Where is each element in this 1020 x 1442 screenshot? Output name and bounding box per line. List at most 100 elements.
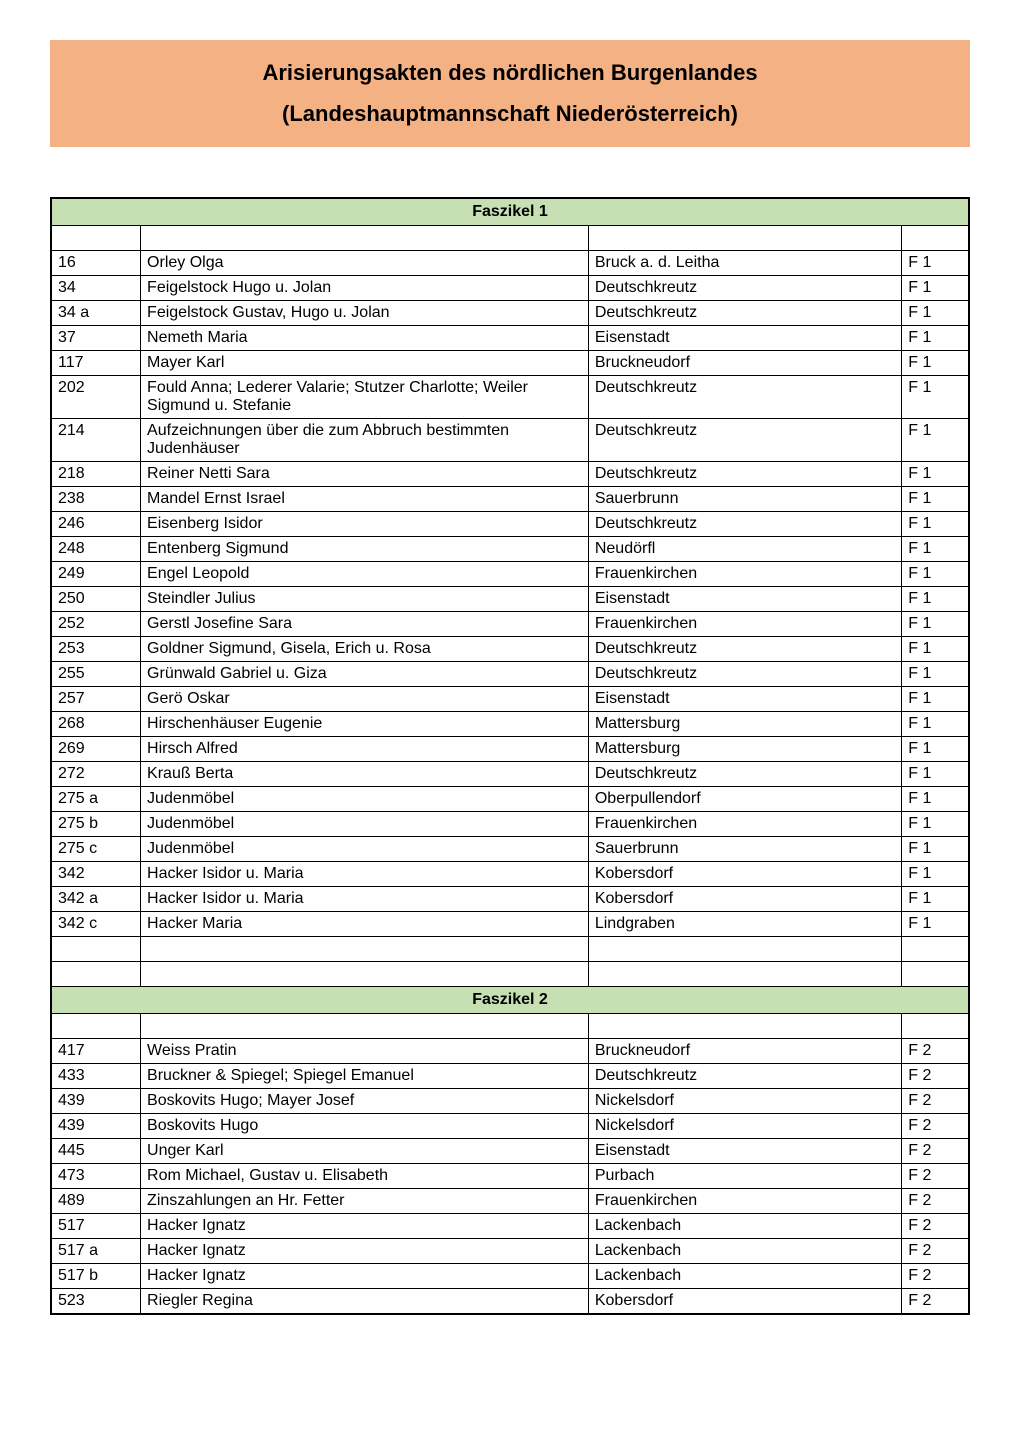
- cell-name: Grünwald Gabriel u. Giza: [141, 662, 589, 687]
- cell-ref: F 1: [902, 737, 969, 762]
- cell-id: 255: [51, 662, 141, 687]
- cell-location: Deutschkreutz: [588, 376, 901, 419]
- cell-ref: F 1: [902, 487, 969, 512]
- empty-cell: [902, 226, 969, 251]
- cell-name: Hacker Ignatz: [141, 1264, 589, 1289]
- table-row: 117Mayer KarlBruckneudorfF 1: [51, 351, 969, 376]
- table-row: 246Eisenberg IsidorDeutschkreutzF 1: [51, 512, 969, 537]
- cell-ref: F 1: [902, 351, 969, 376]
- table-row: [51, 937, 969, 962]
- cell-id: 268: [51, 712, 141, 737]
- empty-cell: [902, 1014, 969, 1039]
- table-row: 342 aHacker Isidor u. MariaKobersdorfF 1: [51, 887, 969, 912]
- records-table: Faszikel 1 16Orley OlgaBruck a. d. Leith…: [50, 197, 970, 1315]
- cell-name: Steindler Julius: [141, 587, 589, 612]
- cell-ref: F 1: [902, 887, 969, 912]
- cell-location: Kobersdorf: [588, 862, 901, 887]
- cell-ref: [902, 962, 969, 987]
- cell-id: 523: [51, 1289, 141, 1315]
- cell-ref: F 1: [902, 562, 969, 587]
- cell-location: Mattersburg: [588, 712, 901, 737]
- empty-cell: [588, 226, 901, 251]
- cell-name: Boskovits Hugo: [141, 1114, 589, 1139]
- cell-id: 275 c: [51, 837, 141, 862]
- empty-cell: [51, 1014, 141, 1039]
- cell-id: 214: [51, 419, 141, 462]
- cell-ref: F 1: [902, 837, 969, 862]
- section-title: Faszikel 1: [51, 198, 969, 226]
- header-title: Arisierungsakten des nördlichen Burgenla…: [70, 60, 950, 86]
- table-row: 342Hacker Isidor u. MariaKobersdorfF 1: [51, 862, 969, 887]
- cell-name: Feigelstock Hugo u. Jolan: [141, 276, 589, 301]
- cell-name: Mayer Karl: [141, 351, 589, 376]
- cell-location: Bruckneudorf: [588, 1039, 901, 1064]
- cell-location: Eisenstadt: [588, 687, 901, 712]
- cell-id: 517 b: [51, 1264, 141, 1289]
- cell-name: Orley Olga: [141, 251, 589, 276]
- table-row: 218Reiner Netti SaraDeutschkreutzF 1: [51, 462, 969, 487]
- cell-location: Eisenstadt: [588, 326, 901, 351]
- cell-location: Deutschkreutz: [588, 762, 901, 787]
- cell-ref: F 1: [902, 419, 969, 462]
- table-row: 253Goldner Sigmund, Gisela, Erich u. Ros…: [51, 637, 969, 662]
- table-row: 255Grünwald Gabriel u. GizaDeutschkreutz…: [51, 662, 969, 687]
- cell-location: Deutschkreutz: [588, 512, 901, 537]
- table-row: 248Entenberg SigmundNeudörflF 1: [51, 537, 969, 562]
- table-row: 445Unger KarlEisenstadtF 2: [51, 1139, 969, 1164]
- cell-ref: F 2: [902, 1289, 969, 1315]
- table-row: 37Nemeth MariaEisenstadtF 1: [51, 326, 969, 351]
- cell-id: 272: [51, 762, 141, 787]
- cell-id: 275 a: [51, 787, 141, 812]
- cell-id: 269: [51, 737, 141, 762]
- cell-name: Riegler Regina: [141, 1289, 589, 1315]
- cell-id: 517 a: [51, 1239, 141, 1264]
- cell-name: Zinszahlungen an Hr. Fetter: [141, 1189, 589, 1214]
- cell-id: 275 b: [51, 812, 141, 837]
- cell-ref: F 1: [902, 251, 969, 276]
- cell-id: [51, 962, 141, 987]
- table-row: 214Aufzeichnungen über die zum Abbruch b…: [51, 419, 969, 462]
- table-row: 238Mandel Ernst IsraelSauerbrunnF 1: [51, 487, 969, 512]
- section-header-row: Faszikel 2: [51, 987, 969, 1014]
- cell-name: Rom Michael, Gustav u. Elisabeth: [141, 1164, 589, 1189]
- cell-location: Nickelsdorf: [588, 1114, 901, 1139]
- cell-location: Deutschkreutz: [588, 419, 901, 462]
- cell-id: 517: [51, 1214, 141, 1239]
- cell-id: 37: [51, 326, 141, 351]
- cell-ref: F 1: [902, 537, 969, 562]
- cell-name: Hirsch Alfred: [141, 737, 589, 762]
- cell-ref: F 1: [902, 587, 969, 612]
- cell-name: Goldner Sigmund, Gisela, Erich u. Rosa: [141, 637, 589, 662]
- empty-row: [51, 226, 969, 251]
- cell-name: Mandel Ernst Israel: [141, 487, 589, 512]
- cell-name: Hacker Ignatz: [141, 1214, 589, 1239]
- cell-location: Lackenbach: [588, 1214, 901, 1239]
- cell-location: Bruck a. d. Leitha: [588, 251, 901, 276]
- cell-location: Sauerbrunn: [588, 837, 901, 862]
- table-row: 252Gerstl Josefine SaraFrauenkirchenF 1: [51, 612, 969, 637]
- table-row: 272Krauß BertaDeutschkreutzF 1: [51, 762, 969, 787]
- cell-location: Deutschkreutz: [588, 662, 901, 687]
- cell-id: 117: [51, 351, 141, 376]
- cell-name: Fould Anna; Lederer Valarie; Stutzer Cha…: [141, 376, 589, 419]
- table-row: 275 bJudenmöbelFrauenkirchenF 1: [51, 812, 969, 837]
- cell-location: Sauerbrunn: [588, 487, 901, 512]
- cell-ref: F 2: [902, 1214, 969, 1239]
- table-row: 439Boskovits HugoNickelsdorfF 2: [51, 1114, 969, 1139]
- cell-id: 489: [51, 1189, 141, 1214]
- cell-location: Eisenstadt: [588, 1139, 901, 1164]
- cell-location: Frauenkirchen: [588, 562, 901, 587]
- cell-location: Deutschkreutz: [588, 276, 901, 301]
- cell-name: Hacker Maria: [141, 912, 589, 937]
- cell-ref: F 2: [902, 1139, 969, 1164]
- cell-name: Judenmöbel: [141, 837, 589, 862]
- cell-location: Frauenkirchen: [588, 1189, 901, 1214]
- cell-id: 439: [51, 1114, 141, 1139]
- cell-name: Hacker Isidor u. Maria: [141, 862, 589, 887]
- cell-name: Judenmöbel: [141, 812, 589, 837]
- cell-name: Eisenberg Isidor: [141, 512, 589, 537]
- cell-ref: F 1: [902, 612, 969, 637]
- cell-name: Aufzeichnungen über die zum Abbruch best…: [141, 419, 589, 462]
- cell-location: Mattersburg: [588, 737, 901, 762]
- cell-id: 257: [51, 687, 141, 712]
